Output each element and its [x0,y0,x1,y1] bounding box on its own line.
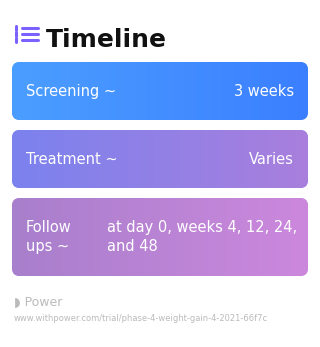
Text: ◗ Power: ◗ Power [14,296,62,309]
Text: Treatment ~: Treatment ~ [26,152,118,167]
Text: Varies: Varies [249,152,294,167]
Text: Timeline: Timeline [46,28,167,52]
FancyBboxPatch shape [12,130,308,188]
Text: www.withpower.com/trial/phase-4-weight-gain-4-2021-66f7c: www.withpower.com/trial/phase-4-weight-g… [14,314,268,323]
Text: Screening ~: Screening ~ [26,84,116,99]
FancyBboxPatch shape [12,62,308,120]
Text: at day 0, weeks 4, 12, 24,
and 48: at day 0, weeks 4, 12, 24, and 48 [107,220,297,254]
Text: 3 weeks: 3 weeks [234,84,294,99]
FancyBboxPatch shape [12,198,308,276]
Text: Follow
ups ~: Follow ups ~ [26,220,72,254]
